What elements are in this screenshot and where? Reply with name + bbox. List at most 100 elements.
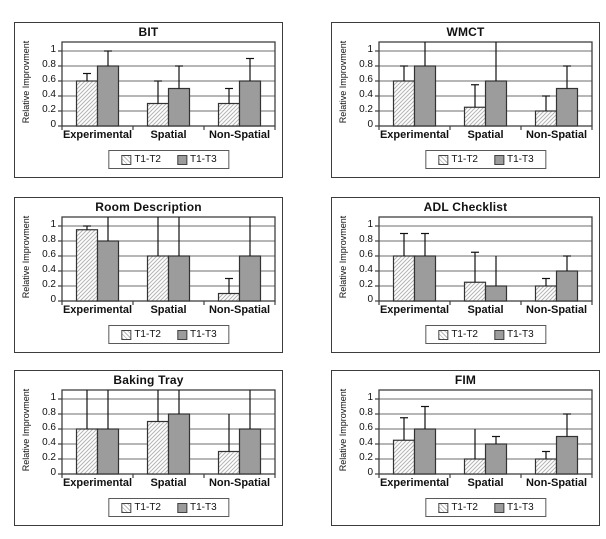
legend-label: T1-T2: [451, 502, 478, 513]
legend-item: T1-T2: [121, 329, 161, 340]
bar-t1-t2: [392, 439, 416, 475]
legend-swatch-t1-t2: [121, 329, 132, 340]
category-label: Experimental: [62, 304, 133, 316]
bar-t1-t3: [555, 270, 579, 302]
y-tick-label: 1: [50, 392, 56, 403]
y-tick-label: 0.6: [42, 249, 56, 260]
bar-t1-t3: [96, 65, 120, 127]
y-tick-label: 0.6: [42, 422, 56, 433]
legend-item: T1-T3: [177, 502, 217, 513]
bar-t1-t2: [217, 102, 241, 127]
legend-swatch-t1-t3: [177, 329, 187, 340]
legend-label: T1-T3: [190, 502, 217, 513]
bar-t1-t3: [484, 285, 508, 302]
legend-label: T1-T3: [507, 502, 534, 513]
y-tick-label: 0.4: [42, 264, 56, 275]
category-label: Spatial: [150, 477, 187, 489]
bar-t1-t3: [484, 443, 508, 475]
bar-t1-t2: [217, 450, 241, 475]
legend-label: T1-T2: [134, 502, 161, 513]
legend-swatch-t1-t2: [438, 502, 449, 513]
chart-panel-bit: BIT Relative Improvment 0 0.2 0.4 0.6 0.8 1 Expe…: [14, 22, 283, 178]
legend-swatch-t1-t3: [177, 154, 187, 165]
bar-t1-t3: [484, 80, 508, 127]
category-label: Spatial: [467, 129, 504, 141]
y-tick-label: 0: [367, 467, 373, 478]
chart-title: ADL Checklist: [423, 200, 508, 214]
chart-title: BIT: [138, 25, 159, 39]
legend: T1-T2 T1-T3: [108, 498, 230, 517]
bar-t1-t2: [75, 428, 99, 475]
chart-title: FIM: [454, 373, 477, 387]
legend-item: T1-T3: [494, 329, 534, 340]
legend-swatch-t1-t3: [177, 502, 187, 513]
y-tick-label: 0: [50, 294, 56, 305]
bar-t1-t3: [167, 255, 191, 302]
y-tick-label: 0: [367, 294, 373, 305]
y-tick-label: 0.4: [42, 89, 56, 100]
bar-t1-t2: [463, 458, 487, 475]
legend: T1-T2 T1-T3: [425, 325, 547, 344]
legend-item: T1-T3: [494, 502, 534, 513]
bar-t1-t3: [167, 87, 191, 127]
legend-item: T1-T3: [177, 329, 217, 340]
plot-area: [375, 216, 593, 305]
bar-t1-t3: [555, 87, 579, 127]
y-tick-label: 0: [50, 119, 56, 130]
category-label: Experimental: [62, 129, 133, 141]
legend-swatch-t1-t2: [121, 154, 132, 165]
bar-t1-t3: [413, 255, 437, 302]
category-label: Spatial: [467, 477, 504, 489]
category-label: Spatial: [467, 304, 504, 316]
y-tick-label: 1: [367, 219, 373, 230]
bar-t1-t2: [146, 255, 170, 302]
chart-panel-room-description: Room Description Relative Improvment 0 0.2 0…: [14, 197, 283, 353]
plot-area: [375, 41, 593, 130]
legend-item: T1-T2: [121, 502, 161, 513]
y-tick-label: 0.2: [359, 279, 373, 290]
bar-t1-t3: [167, 413, 191, 475]
bar-t1-t2: [534, 285, 558, 302]
category-label: Non-Spatial: [208, 477, 271, 489]
plot-area: [58, 216, 276, 305]
bar-t1-t2: [392, 80, 416, 127]
y-tick-label: 0.4: [359, 437, 373, 448]
legend-swatch-t1-t3: [494, 502, 504, 513]
y-tick-label: 0.4: [42, 437, 56, 448]
chart-title: Room Description: [95, 200, 202, 214]
category-label: Non-Spatial: [208, 304, 271, 316]
legend-item: T1-T3: [177, 154, 217, 165]
y-tick-label: 0.2: [42, 104, 56, 115]
y-tick-label: 0.4: [359, 89, 373, 100]
category-label: Experimental: [379, 129, 450, 141]
chart-panel-adl-checklist: ADL Checklist Relative Improvment 0 0.2 0.4 0…: [331, 197, 600, 353]
y-tick-label: 0: [367, 119, 373, 130]
legend-swatch-t1-t2: [121, 502, 132, 513]
y-tick-label: 0: [50, 467, 56, 478]
y-tick-label: 0.2: [359, 452, 373, 463]
category-label: Experimental: [62, 477, 133, 489]
bar-t1-t3: [413, 65, 437, 127]
bar-t1-t2: [463, 281, 487, 302]
bar-t1-t2: [146, 420, 170, 475]
legend-label: T1-T3: [190, 329, 217, 340]
bar-t1-t3: [238, 255, 262, 302]
bar-t1-t2: [75, 229, 99, 302]
y-tick-label: 1: [367, 392, 373, 403]
category-label: Non-Spatial: [208, 129, 271, 141]
bar-t1-t3: [238, 80, 262, 127]
legend-item: T1-T2: [438, 154, 478, 165]
chart-title: WMCT: [446, 25, 485, 39]
y-tick-label: 1: [367, 44, 373, 55]
y-tick-label: 0.2: [359, 104, 373, 115]
legend-label: T1-T2: [134, 154, 161, 165]
legend: T1-T2 T1-T3: [425, 498, 547, 517]
category-label: Non-Spatial: [525, 304, 588, 316]
legend: T1-T2 T1-T3: [108, 325, 230, 344]
chart-panel-baking-tray: Baking Tray Relative Improvment 0 0.2 0.4 0.6…: [14, 370, 283, 526]
legend-swatch-t1-t2: [438, 154, 449, 165]
y-tick-label: 0.8: [42, 407, 56, 418]
bar-t1-t3: [413, 428, 437, 475]
bar-t1-t2: [463, 106, 487, 127]
plot-area: [58, 389, 276, 478]
